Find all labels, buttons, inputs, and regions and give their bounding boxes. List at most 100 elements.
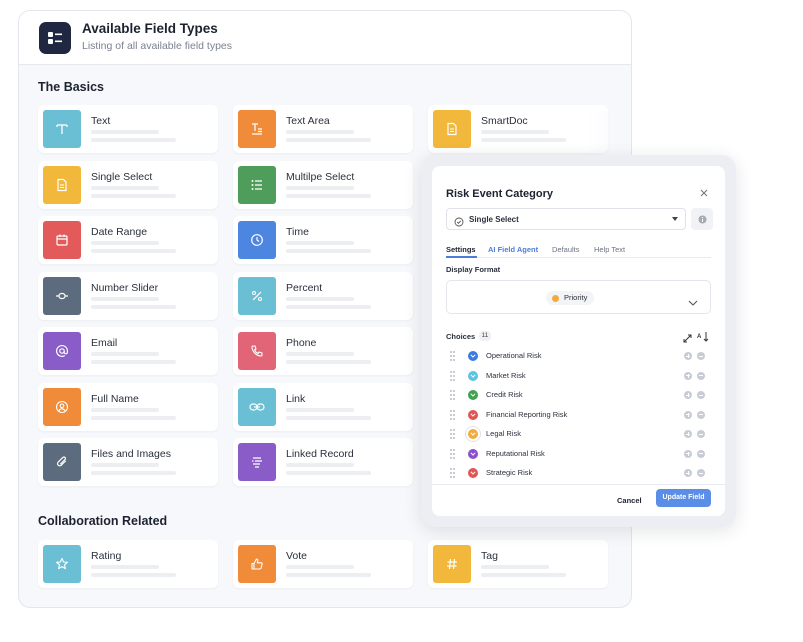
drag-handle-icon[interactable] — [450, 390, 456, 400]
remove-choice-icon[interactable] — [697, 449, 705, 458]
choice-color-swatch[interactable] — [468, 370, 478, 381]
add-choice-icon[interactable] — [684, 410, 692, 419]
field-card-tag[interactable]: Tag — [428, 540, 608, 588]
field-name: Number Slider — [91, 282, 159, 294]
drag-handle-icon[interactable] — [450, 409, 456, 420]
field-name: Link — [286, 393, 306, 405]
choice-label: Legal Risk — [486, 429, 522, 438]
display-format-label: Display Format — [446, 265, 501, 274]
field-type-value: Single Select — [469, 215, 519, 224]
field-name: Files and Images — [91, 448, 171, 460]
field-card-files-and-images[interactable]: Files and Images — [38, 438, 218, 486]
slider-icon — [43, 277, 81, 315]
expand-icon[interactable] — [683, 330, 692, 348]
percent-icon — [238, 277, 276, 315]
drag-handle-icon[interactable] — [450, 429, 456, 439]
modal-tabs: Settings AI Field Agent Defaults Help Te… — [446, 242, 711, 258]
link-icon — [238, 388, 276, 426]
cancel-button[interactable]: Cancel — [617, 496, 642, 505]
field-name: Text — [91, 115, 111, 127]
add-choice-icon[interactable] — [684, 391, 692, 399]
circle-check-icon — [454, 214, 464, 232]
field-card-full-name[interactable]: Full Name — [38, 383, 218, 431]
choice-row[interactable]: Operational Risk — [446, 348, 711, 364]
choice-color-swatch[interactable] — [468, 390, 478, 400]
add-choice-icon[interactable] — [684, 449, 692, 458]
svg-text:A: A — [697, 334, 702, 340]
field-name: Percent — [286, 282, 323, 294]
choice-row[interactable]: Strategic Risk — [446, 465, 711, 481]
close-icon[interactable] — [697, 186, 711, 200]
field-card-text-area[interactable]: Text Area — [233, 105, 413, 153]
field-name: Time — [286, 226, 309, 238]
add-choice-icon[interactable] — [684, 371, 692, 380]
priority-dot — [552, 294, 559, 302]
field-card-email[interactable]: Email — [38, 327, 218, 375]
priority-pill: Priority — [546, 291, 595, 305]
drag-handle-icon[interactable] — [450, 351, 456, 361]
field-name: Email — [91, 337, 118, 349]
update-field-button[interactable]: Update Field — [656, 489, 711, 507]
field-card-time[interactable]: Time — [233, 216, 413, 264]
field-card-vote[interactable]: Vote — [233, 540, 413, 588]
add-choice-icon[interactable] — [684, 430, 692, 438]
section-title-basics: The Basics — [38, 80, 105, 94]
field-card-phone[interactable]: Phone — [233, 327, 413, 375]
remove-choice-icon[interactable] — [697, 410, 705, 419]
field-name: Rating — [91, 550, 122, 562]
field-settings-modal: Risk Event Category Single Select Settin… — [432, 166, 725, 516]
tab-defaults[interactable]: Defaults — [552, 245, 580, 254]
remove-choice-icon[interactable] — [697, 391, 705, 399]
remove-choice-icon[interactable] — [697, 371, 705, 380]
choice-label: Operational Risk — [486, 351, 542, 360]
tab-ai-field-agent[interactable]: AI Field Agent — [488, 245, 539, 254]
choice-row[interactable]: Market Risk — [446, 368, 711, 384]
page-subtitle: Listing of all available field types — [82, 40, 233, 52]
drag-handle-icon[interactable] — [450, 370, 456, 381]
remove-choice-icon[interactable] — [697, 352, 705, 360]
add-choice-icon[interactable] — [684, 469, 692, 477]
field-name: Date Range — [91, 226, 148, 238]
clock-icon — [238, 221, 276, 259]
tab-help-text[interactable]: Help Text — [594, 245, 626, 254]
choice-color-swatch[interactable] — [468, 448, 478, 459]
field-card-smartdoc[interactable]: SmartDoc — [428, 105, 608, 153]
sort-alpha-icon[interactable]: A — [697, 329, 709, 347]
field-name: Multilpe Select — [286, 171, 355, 183]
choice-color-swatch[interactable] — [468, 351, 478, 361]
field-card-linked-record[interactable]: Linked Record — [233, 438, 413, 486]
choice-row[interactable]: Reputational Risk — [446, 446, 711, 462]
choice-row[interactable]: Credit Risk — [446, 387, 711, 403]
tab-settings[interactable]: Settings — [446, 245, 476, 254]
choice-color-swatch[interactable] — [468, 468, 478, 478]
choices-label: Choices — [446, 332, 476, 341]
field-name: Linked Record — [286, 448, 354, 460]
display-format-select[interactable]: Priority — [446, 280, 711, 314]
field-card-rating[interactable]: Rating — [38, 540, 218, 588]
choice-color-swatch[interactable] — [468, 429, 478, 439]
choice-row[interactable]: Financial Reporting Risk — [446, 407, 711, 423]
field-card-number-slider[interactable]: Number Slider — [38, 272, 218, 320]
calendar-icon — [43, 221, 81, 259]
field-card-date-range[interactable]: Date Range — [38, 216, 218, 264]
drag-handle-icon[interactable] — [450, 448, 456, 459]
info-icon[interactable] — [691, 208, 713, 230]
field-name: Single Select — [91, 171, 153, 183]
choice-color-swatch[interactable] — [468, 409, 478, 420]
choice-row[interactable]: Legal Risk — [446, 426, 711, 442]
modal-title: Risk Event Category — [446, 188, 553, 200]
field-card-text[interactable]: Text — [38, 105, 218, 153]
add-choice-icon[interactable] — [684, 352, 692, 360]
field-type-select[interactable]: Single Select — [446, 208, 686, 230]
chevron-down-icon — [672, 217, 678, 221]
drag-handle-icon[interactable] — [450, 468, 456, 478]
remove-choice-icon[interactable] — [697, 430, 705, 438]
field-card-single-select[interactable]: Single Select — [38, 161, 218, 209]
field-card-percent[interactable]: Percent — [233, 272, 413, 320]
remove-choice-icon[interactable] — [697, 469, 705, 477]
choice-label: Financial Reporting Risk — [486, 409, 568, 419]
field-card-multiple-select[interactable]: Multilpe Select — [233, 161, 413, 209]
field-card-link[interactable]: Link — [233, 383, 413, 431]
at-icon — [43, 332, 81, 370]
document-icon — [433, 110, 471, 148]
